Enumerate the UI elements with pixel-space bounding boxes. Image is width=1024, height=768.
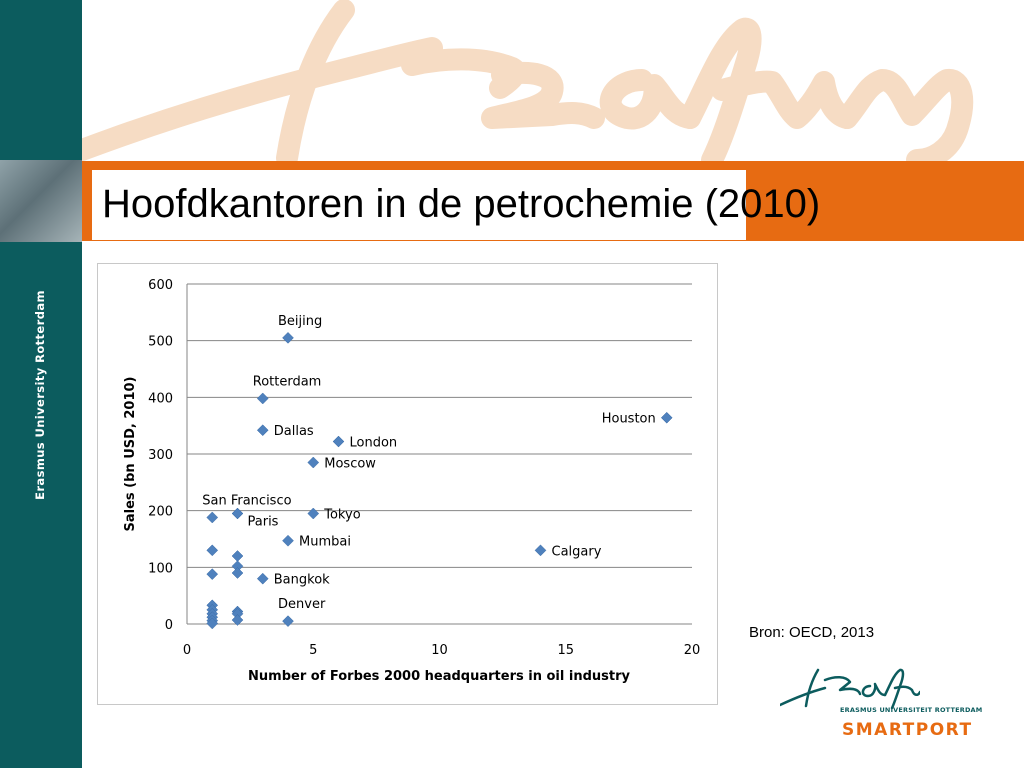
logo-smartport-text: SMARTPORT <box>842 720 973 740</box>
y-tick-label: 0 <box>165 618 173 633</box>
data-point <box>206 568 219 580</box>
x-tick-label: 20 <box>684 643 701 658</box>
x-tick-label: 0 <box>183 643 191 658</box>
point-label: Denver <box>278 597 326 612</box>
erasmus-smartport-logo: ERASMUS UNIVERSITEIT ROTTERDAM SMARTPORT <box>770 660 983 750</box>
point-label: Mumbai <box>299 535 351 550</box>
x-tick-label: 15 <box>557 643 574 658</box>
statue-photo <box>0 160 82 242</box>
y-tick-label: 100 <box>148 561 173 576</box>
data-point <box>256 392 269 405</box>
point-label: Moscow <box>324 457 376 472</box>
y-tick-label: 300 <box>148 448 173 463</box>
data-point <box>206 544 219 557</box>
data-point <box>231 507 244 520</box>
erasmus-signature-logo <box>780 668 920 710</box>
sidebar: Erasmus University Rotterdam <box>0 0 82 768</box>
data-point <box>256 424 269 437</box>
data-point <box>282 534 294 547</box>
data-points <box>206 331 673 630</box>
chart-frame: 0 100 200 300 400 500 600 0 5 10 15 20 Beijing Rotte… <box>97 263 718 705</box>
gridlines <box>187 283 692 568</box>
x-axis-label: Number of Forbes 2000 headquarters in oi… <box>248 669 630 684</box>
point-label: Calgary <box>552 544 602 559</box>
point-label: Beijing <box>278 314 322 329</box>
point-label: San Francisco <box>202 493 291 508</box>
point-labels: Beijing Rotterdam Dallas London Moscow Housto… <box>202 314 656 612</box>
x-tick-label: 5 <box>309 643 317 658</box>
data-point <box>256 572 269 585</box>
point-label: Houston <box>602 412 656 427</box>
source-note: Bron: OECD, 2013 <box>749 624 875 641</box>
point-label: Paris <box>248 515 279 530</box>
y-axis-label: Sales (bn USD, 2010) <box>123 377 138 532</box>
tick-labels: 0 100 200 300 400 500 600 0 5 10 15 20 <box>148 278 700 658</box>
data-point <box>534 544 547 557</box>
university-name: Erasmus University Rotterdam <box>33 290 47 500</box>
y-tick-label: 500 <box>148 335 173 350</box>
x-tick-label: 10 <box>431 643 448 658</box>
point-label: Tokyo <box>323 508 360 523</box>
logo-university-text: ERASMUS UNIVERSITEIT ROTTERDAM <box>840 706 983 714</box>
point-label: Bangkok <box>274 573 330 588</box>
data-point <box>206 511 219 524</box>
point-label: Rotterdam <box>253 374 322 389</box>
data-point <box>206 617 219 630</box>
data-point <box>307 507 320 520</box>
data-point <box>231 567 244 579</box>
data-point <box>231 614 244 626</box>
data-point <box>282 331 294 344</box>
y-tick-label: 600 <box>148 278 173 293</box>
data-point <box>282 615 294 628</box>
data-point <box>231 550 244 562</box>
slide-title: Hoofdkantoren in de petrochemie (2010) <box>102 182 821 226</box>
point-label: Dallas <box>274 424 314 439</box>
data-point <box>332 435 345 448</box>
point-label: London <box>350 436 398 451</box>
y-tick-label: 200 <box>148 505 173 520</box>
data-point <box>307 456 320 469</box>
scatter-chart: 0 100 200 300 400 500 600 0 5 10 15 20 Beijing Rotte… <box>123 278 700 684</box>
y-tick-label: 400 <box>148 391 173 406</box>
title-background <box>92 170 746 240</box>
data-point <box>660 411 673 424</box>
erasmus-signature-watermark <box>82 0 974 165</box>
